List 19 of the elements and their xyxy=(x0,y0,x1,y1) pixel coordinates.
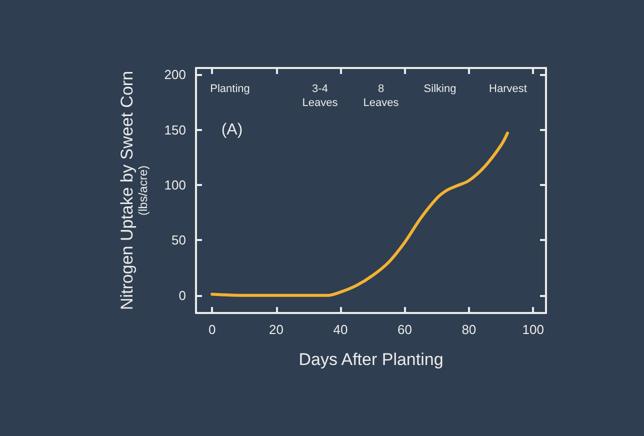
x-tick-label: 80 xyxy=(462,322,476,337)
annotation: 3-4 Leaves xyxy=(302,83,338,109)
x-axis-title: Days After Planting xyxy=(298,350,444,369)
x-tick-label: 60 xyxy=(397,322,412,337)
annotation: (A) xyxy=(221,122,243,138)
y-tick-label: 150 xyxy=(164,122,186,138)
y-tick-label: 0 xyxy=(178,288,186,303)
x-tick-label: 40 xyxy=(333,322,348,337)
annotation: Harvest xyxy=(489,83,527,95)
y-tick-label: 50 xyxy=(172,232,186,248)
y-tick-label: 100 xyxy=(164,177,186,192)
x-tick-label: 100 xyxy=(522,322,544,337)
annotation: 8 Leaves xyxy=(363,83,400,109)
y-tick-label: 200 xyxy=(164,67,186,82)
x-tick-label: 20 xyxy=(269,322,284,337)
y-axis-title: Nitrogen Uptake by Sweet Corn (lbs/acre) xyxy=(118,70,150,310)
x-tick-label: 0 xyxy=(208,322,216,337)
annotation: Planting xyxy=(210,83,250,95)
annotation: Silking xyxy=(424,83,456,95)
